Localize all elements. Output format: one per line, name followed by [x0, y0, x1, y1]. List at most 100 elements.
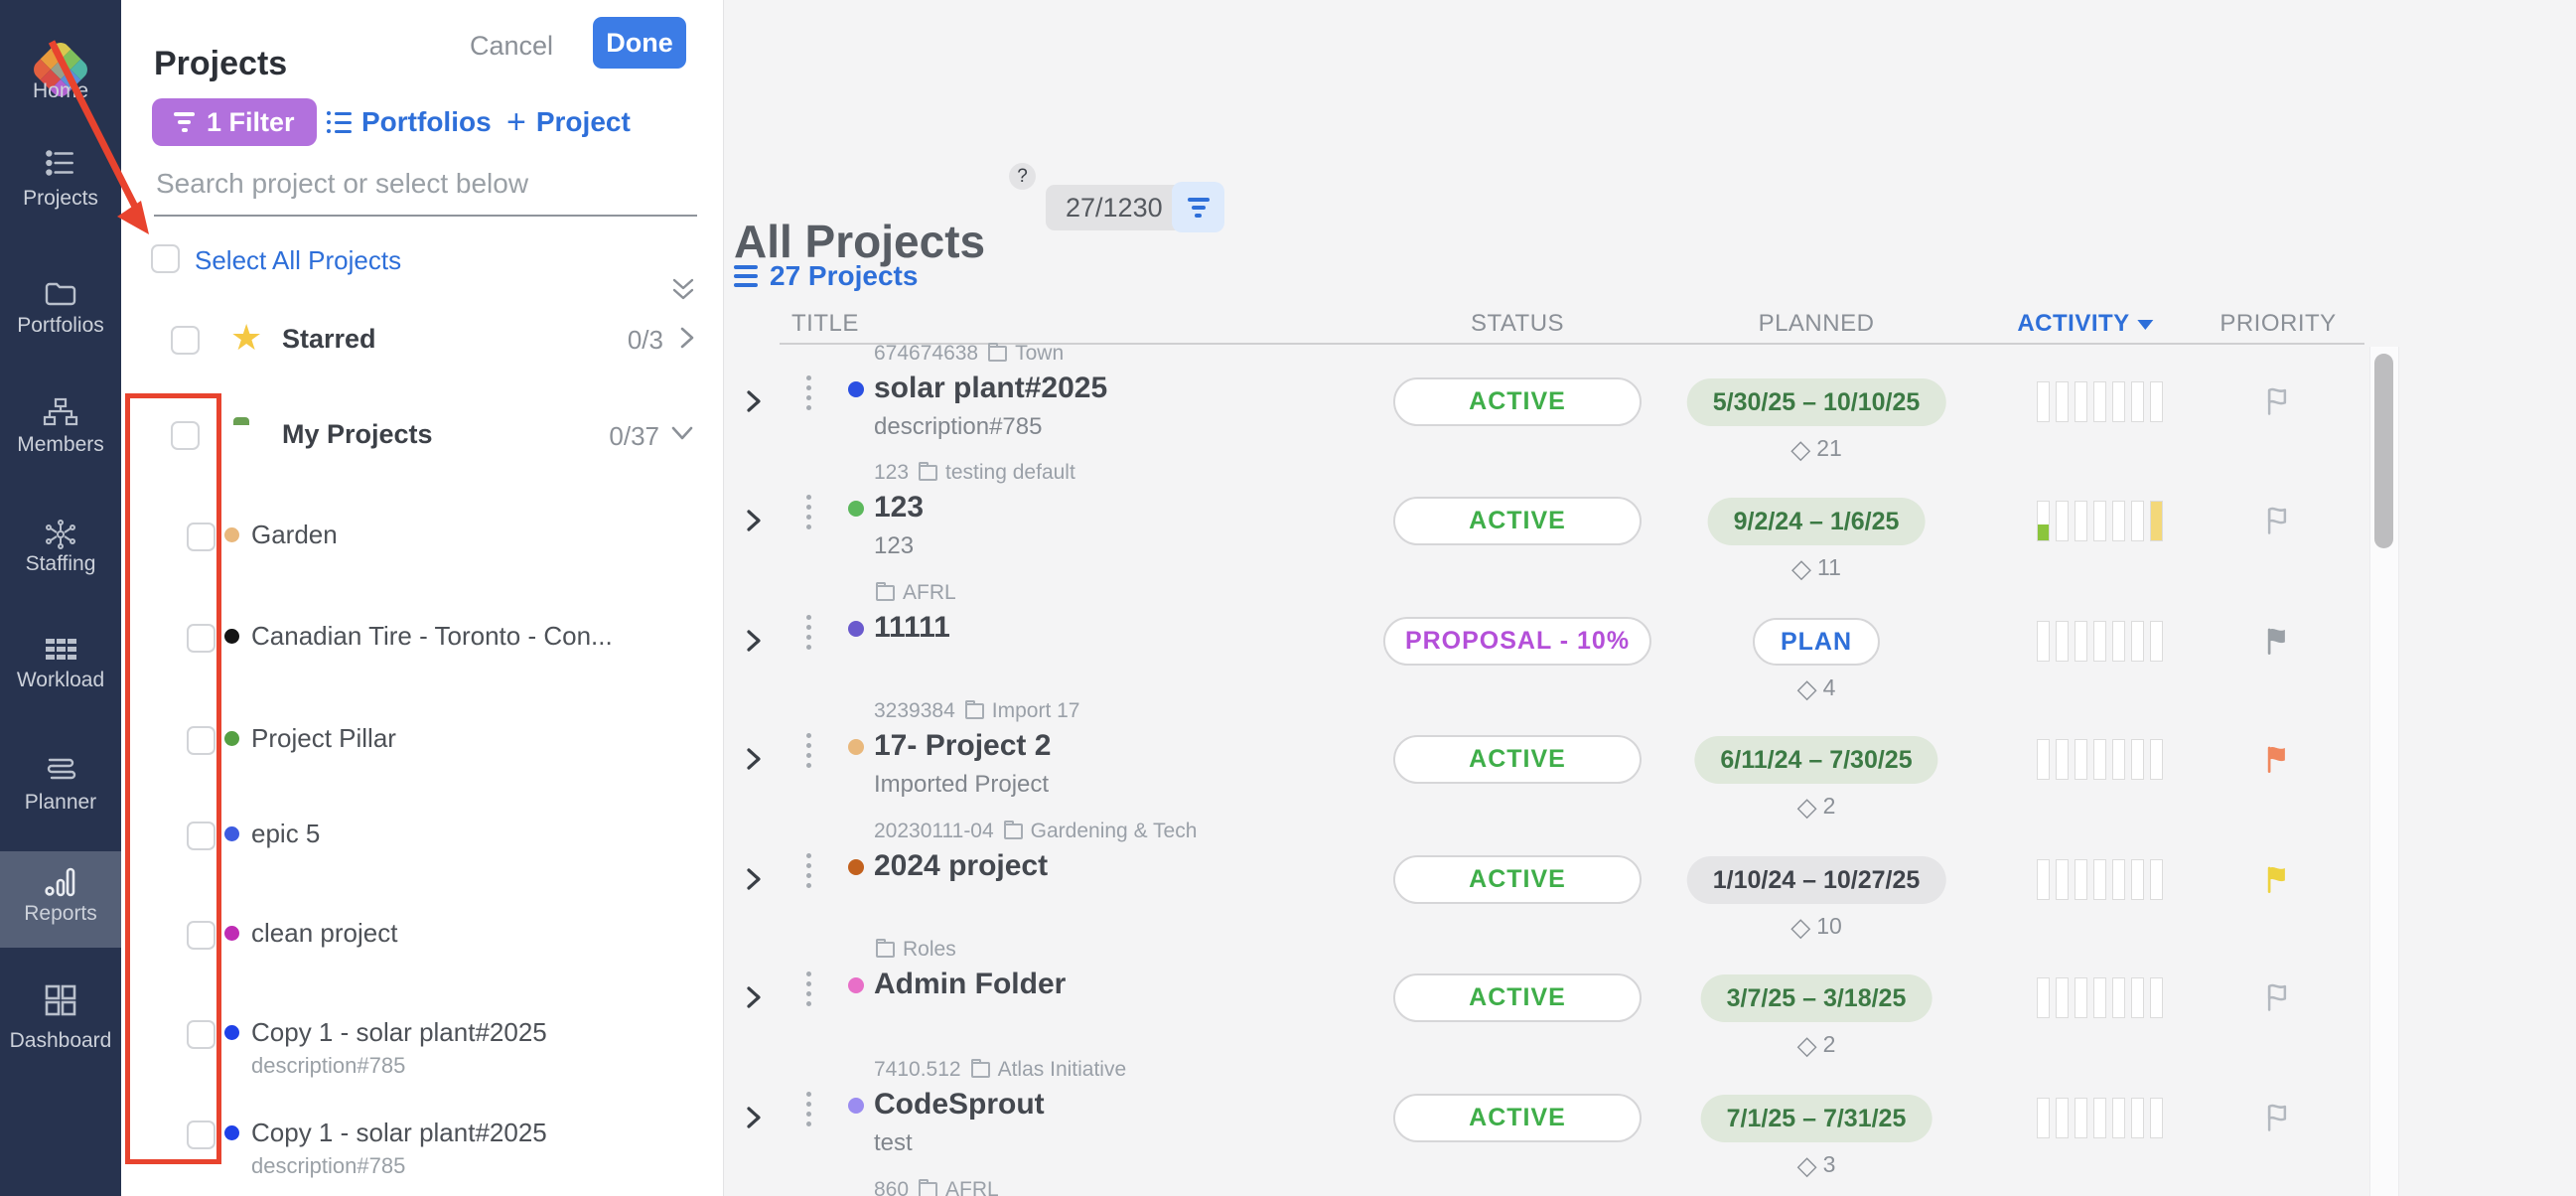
- project-title[interactable]: Admin Folder: [874, 968, 1067, 1000]
- activity-bar: [2093, 501, 2106, 541]
- project-title[interactable]: solar plant#2025: [874, 372, 1108, 404]
- column-activity[interactable]: ACTIVITY: [2017, 310, 2154, 338]
- starred-checkbox[interactable]: [171, 326, 200, 355]
- drag-handle-icon[interactable]: [806, 495, 811, 529]
- table-scrollbar-thumb[interactable]: [2374, 354, 2393, 548]
- sidebar-item-planner[interactable]: Planner: [0, 753, 121, 821]
- sidebar-item-staffing[interactable]: Staffing: [0, 517, 121, 582]
- activity-bar: [2112, 501, 2125, 541]
- activity-bar: [2131, 501, 2144, 541]
- table-filter-button[interactable]: [1172, 182, 1224, 232]
- tree-item-label[interactable]: Copy 1 - solar plant#2025: [251, 1118, 547, 1147]
- tree-item-checkbox[interactable]: [187, 624, 215, 653]
- sidebar-item-label: Home: [32, 79, 89, 102]
- tree-item-checkbox[interactable]: [187, 822, 215, 850]
- tree-item-label[interactable]: epic 5: [251, 819, 321, 848]
- tree-item-label[interactable]: Canadian Tire - Toronto - Con...: [251, 621, 613, 651]
- select-all-checkbox[interactable]: [151, 244, 180, 273]
- drag-handle-icon[interactable]: [806, 972, 811, 1006]
- row-expand-icon[interactable]: [745, 627, 763, 660]
- status-badge[interactable]: ACTIVE: [1393, 973, 1642, 1022]
- starred-expand-icon[interactable]: [679, 325, 695, 356]
- drag-handle-icon[interactable]: [806, 733, 811, 768]
- help-icon[interactable]: ?: [1009, 163, 1036, 190]
- drag-handle-icon[interactable]: [806, 375, 811, 410]
- column-priority[interactable]: PRIORITY: [2219, 310, 2337, 337]
- drag-handle-icon[interactable]: [806, 1092, 811, 1126]
- planned-dates[interactable]: 1/10/24 – 10/27/25: [1686, 856, 1946, 904]
- search-input[interactable]: [154, 167, 694, 201]
- collapse-all-icon[interactable]: [670, 276, 696, 309]
- select-all-label[interactable]: Select All Projects: [195, 245, 402, 275]
- tree-item-checkbox[interactable]: [187, 1121, 215, 1149]
- my-projects-checkbox[interactable]: [171, 421, 200, 450]
- column-planned[interactable]: PLANNED: [1758, 310, 1875, 337]
- planned-dates[interactable]: 6/11/24 – 7/30/25: [1694, 736, 1938, 784]
- sidebar-item-projects[interactable]: Projects: [0, 145, 121, 217]
- drag-handle-icon[interactable]: [806, 853, 811, 888]
- project-color-dot: [224, 926, 239, 941]
- row-expand-icon[interactable]: [745, 507, 763, 539]
- tree-item-checkbox[interactable]: [187, 726, 215, 755]
- priority-flag-icon[interactable]: [2261, 859, 2293, 900]
- sidebar-item-reports[interactable]: Reports: [0, 864, 121, 932]
- tree-item-label[interactable]: Copy 1 - solar plant#2025: [251, 1017, 547, 1047]
- planned-dates[interactable]: 3/7/25 – 3/18/25: [1700, 974, 1932, 1022]
- planned-dates[interactable]: 7/1/25 – 7/31/25: [1700, 1095, 1932, 1142]
- row-expand-icon[interactable]: [745, 1104, 763, 1136]
- priority-flag-icon[interactable]: [2261, 1098, 2293, 1138]
- sidebar-item-home[interactable]: Home: [0, 22, 121, 109]
- project-title[interactable]: 11111: [874, 611, 950, 644]
- my-projects-collapse-icon[interactable]: [669, 425, 695, 446]
- bar-chart-icon: [42, 864, 79, 905]
- priority-flag-icon[interactable]: [2261, 381, 2293, 422]
- priority-flag-icon[interactable]: [2261, 739, 2293, 780]
- row-expand-icon[interactable]: [745, 745, 763, 778]
- status-badge[interactable]: ACTIVE: [1393, 497, 1642, 545]
- tree-item-label[interactable]: Garden: [251, 520, 338, 549]
- project-title[interactable]: 17- Project 2: [874, 729, 1052, 762]
- tree-item-checkbox[interactable]: [187, 921, 215, 950]
- status-badge[interactable]: ACTIVE: [1393, 377, 1642, 426]
- status-badge[interactable]: ACTIVE: [1393, 855, 1642, 904]
- status-badge[interactable]: PROPOSAL - 10%: [1382, 617, 1652, 666]
- tree-item-checkbox[interactable]: [187, 523, 215, 551]
- filter-chip[interactable]: 1 Filter: [152, 98, 317, 146]
- sidebar-item-dashboard[interactable]: Dashboard: [0, 981, 121, 1059]
- tree-item-checkbox[interactable]: [187, 1020, 215, 1049]
- row-expand-icon[interactable]: [745, 387, 763, 420]
- row-id: 3239384: [874, 699, 955, 722]
- row-expand-icon[interactable]: [745, 865, 763, 898]
- project-title[interactable]: CodeSprout: [874, 1088, 1045, 1121]
- tree-item-label[interactable]: Project Pillar: [251, 723, 396, 753]
- activity-bar: [2075, 501, 2087, 541]
- sidebar-item-workload[interactable]: Workload: [0, 634, 121, 698]
- sidebar-item-portfolios[interactable]: Portfolios: [0, 276, 121, 344]
- column-title[interactable]: TITLE: [791, 310, 859, 337]
- folder-icon: [876, 582, 895, 601]
- status-badge[interactable]: ACTIVE: [1393, 735, 1642, 784]
- priority-flag-icon[interactable]: [2261, 977, 2293, 1018]
- tree-item-label[interactable]: clean project: [251, 918, 398, 948]
- row-expand-icon[interactable]: [745, 983, 763, 1016]
- sidebar-item-members[interactable]: Members: [0, 395, 121, 463]
- row-folder-name: Gardening & Tech: [1030, 820, 1198, 842]
- cancel-button[interactable]: Cancel: [464, 30, 559, 63]
- priority-flag-icon[interactable]: [2261, 621, 2293, 662]
- drag-handle-icon[interactable]: [806, 615, 811, 650]
- priority-flag-icon[interactable]: [2261, 501, 2293, 541]
- project-title[interactable]: 2024 project: [874, 849, 1049, 882]
- column-status[interactable]: STATUS: [1470, 310, 1565, 337]
- planned-dates[interactable]: 9/2/24 – 1/6/25: [1707, 498, 1926, 545]
- projects-count-link[interactable]: 27 Projects: [734, 260, 918, 292]
- status-badge[interactable]: ACTIVE: [1393, 1094, 1642, 1142]
- milestone-count: ◇ 4: [1796, 673, 1836, 703]
- sidebar-item-label: Reports: [24, 902, 97, 925]
- planned-dates[interactable]: 5/30/25 – 10/10/25: [1686, 378, 1946, 426]
- portfolios-button[interactable]: Portfolios: [327, 106, 492, 138]
- project-title[interactable]: 123: [874, 491, 925, 523]
- done-button[interactable]: Done: [593, 17, 686, 69]
- activity-bar: [2056, 501, 2069, 541]
- planned-dates[interactable]: PLAN: [1752, 618, 1881, 666]
- add-project-button[interactable]: + Project: [506, 105, 631, 139]
